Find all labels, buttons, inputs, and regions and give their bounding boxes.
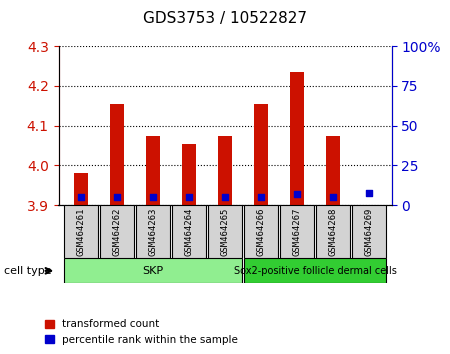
Bar — [326, 136, 340, 205]
Bar — [218, 136, 232, 205]
Text: GSM464266: GSM464266 — [256, 208, 266, 256]
Bar — [254, 104, 268, 205]
FancyBboxPatch shape — [135, 205, 170, 258]
FancyBboxPatch shape — [171, 205, 206, 258]
Text: GSM464262: GSM464262 — [112, 208, 122, 256]
FancyBboxPatch shape — [280, 205, 315, 258]
FancyBboxPatch shape — [244, 205, 279, 258]
Text: GSM464261: GSM464261 — [76, 208, 86, 256]
Point — [185, 195, 193, 200]
Bar — [182, 144, 196, 205]
Bar — [110, 104, 124, 205]
Point — [221, 195, 229, 200]
Legend: transformed count, percentile rank within the sample: transformed count, percentile rank withi… — [41, 315, 242, 349]
Text: GSM464265: GSM464265 — [220, 208, 230, 256]
FancyBboxPatch shape — [316, 205, 351, 258]
Point — [293, 191, 301, 197]
Text: Sox2-positive follicle dermal cells: Sox2-positive follicle dermal cells — [234, 266, 396, 276]
Text: GSM464264: GSM464264 — [184, 208, 194, 256]
Text: SKP: SKP — [142, 266, 163, 276]
Point — [113, 195, 121, 200]
FancyBboxPatch shape — [244, 258, 387, 283]
Point — [329, 195, 337, 200]
Text: GSM464267: GSM464267 — [292, 208, 302, 256]
Text: cell type: cell type — [4, 266, 52, 276]
FancyBboxPatch shape — [63, 205, 98, 258]
Point — [257, 195, 265, 200]
FancyBboxPatch shape — [352, 205, 387, 258]
FancyBboxPatch shape — [63, 258, 242, 283]
Text: GSM464263: GSM464263 — [148, 208, 157, 256]
Point — [77, 195, 85, 200]
Text: GSM464268: GSM464268 — [328, 208, 338, 256]
Text: GDS3753 / 10522827: GDS3753 / 10522827 — [143, 11, 307, 25]
FancyBboxPatch shape — [208, 205, 242, 258]
Bar — [146, 136, 160, 205]
Bar — [290, 72, 304, 205]
FancyBboxPatch shape — [99, 205, 134, 258]
Point — [149, 195, 157, 200]
Bar — [74, 173, 88, 205]
Point — [365, 190, 373, 195]
Text: GSM464269: GSM464269 — [364, 208, 373, 256]
